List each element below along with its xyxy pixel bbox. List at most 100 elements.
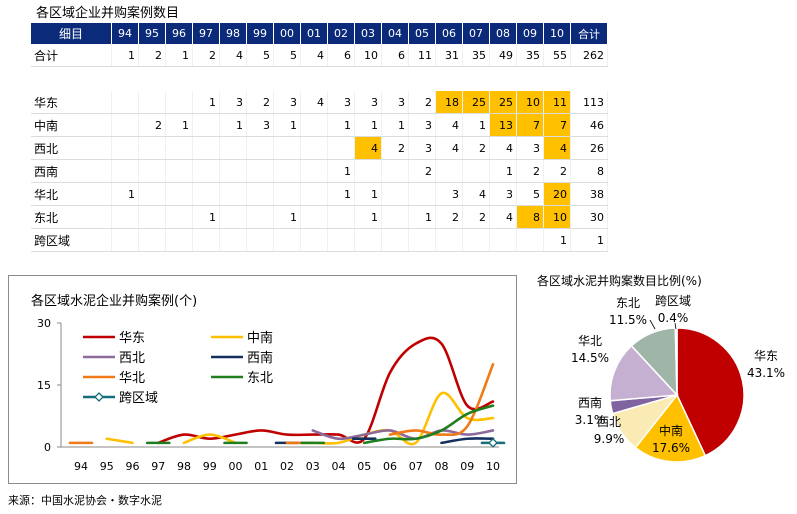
table-spacer <box>31 67 608 92</box>
table-cell <box>192 113 220 137</box>
table-cell <box>246 228 274 252</box>
table-cell: 3 <box>273 91 301 114</box>
table-cell <box>327 136 355 160</box>
row-label: 西南 <box>31 159 112 183</box>
slice-percent-label: 0.4% <box>658 311 689 325</box>
slice-name-label: 跨区域 <box>655 294 691 308</box>
table-cell <box>462 159 490 183</box>
table-cell <box>273 182 301 206</box>
table-cell <box>111 91 139 114</box>
table-cell <box>111 159 139 183</box>
x-tick-label: 96 <box>126 460 140 473</box>
table-cell: 3 <box>381 91 409 114</box>
slice-name-label: 东北 <box>616 296 640 310</box>
table-cell <box>381 205 409 229</box>
table-cell: 4 <box>219 44 247 67</box>
table-cell <box>354 159 382 183</box>
table-header-year: 09 <box>516 23 544 44</box>
table-cell: 1 <box>354 182 382 206</box>
table-cell <box>111 205 139 229</box>
row-label: 华东 <box>31 91 112 114</box>
slice-percent-label: 9.9% <box>594 432 625 446</box>
legend-label: 华东 <box>119 331 145 346</box>
pie-slice-华东 <box>676 327 745 457</box>
legend-marker <box>94 392 104 402</box>
pie-chart: 华东 43.1% 中南 17.6% 西北 9.9% 西南 3.1% 华北 14.5% 东北 11.5%… <box>571 294 785 463</box>
table-cell <box>192 136 220 160</box>
table-cell <box>165 159 193 183</box>
table-cell: 4 <box>489 205 517 229</box>
table-header-year: 04 <box>381 23 409 44</box>
table-cell: 3 <box>435 182 463 206</box>
table-cell: 1 <box>111 182 139 206</box>
table-cell <box>138 159 166 183</box>
table-cell: 3 <box>408 113 436 137</box>
table-header-year: 05 <box>408 23 436 44</box>
x-tick-label: 94 <box>74 460 88 473</box>
table-cell <box>219 228 247 252</box>
table-cell: 6 <box>381 44 409 67</box>
series-line <box>156 336 495 445</box>
table-cell <box>192 228 220 252</box>
table-cell: 10 <box>543 205 571 229</box>
slice-percent-label: 14.5% <box>571 351 609 365</box>
table-cell: 13 <box>489 113 517 137</box>
row-total: 46 <box>570 113 608 137</box>
table-cell: 1 <box>489 159 517 183</box>
table-cell: 1 <box>381 113 409 137</box>
table-cell: 11 <box>408 44 436 67</box>
table-cell <box>300 159 328 183</box>
table-cell <box>219 182 247 206</box>
row-total: 1 <box>570 228 608 252</box>
table-cell <box>165 205 193 229</box>
table-cell <box>435 228 463 252</box>
legend-label: 中南 <box>247 330 273 346</box>
table-cell: 1 <box>273 205 301 229</box>
table-cell <box>273 228 301 252</box>
table-cell <box>111 113 139 137</box>
y-tick-label: 15 <box>37 379 51 392</box>
table-cell <box>300 228 328 252</box>
table-cell: 18 <box>435 91 463 114</box>
table-cell: 1 <box>354 205 382 229</box>
table-cell: 4 <box>462 182 490 206</box>
table-cell: 35 <box>516 44 544 67</box>
table-cell: 1 <box>327 182 355 206</box>
x-tick-label: 08 <box>435 460 449 473</box>
table-cell: 2 <box>435 205 463 229</box>
table-cell: 3 <box>408 136 436 160</box>
table-row: 西北 4 2 3 4 2 4 3 4 26 <box>31 136 608 160</box>
table-cell <box>165 91 193 114</box>
table-cell: 4 <box>300 44 328 67</box>
table-cell: 1 <box>354 113 382 137</box>
row-label: 东北 <box>31 205 112 229</box>
series-line <box>285 391 495 446</box>
row-label: 西北 <box>31 136 112 160</box>
table-row: 华东 1 3 2 3 4 3 3 3 2 18 25 25 10 11 113 <box>31 91 608 114</box>
table-cell <box>381 228 409 252</box>
row-total: 38 <box>570 182 608 206</box>
table-cell <box>165 136 193 160</box>
pie-chart-title: 各区域水泥并购案数目比例(%) <box>537 274 702 288</box>
slice-name-label: 华北 <box>578 334 602 348</box>
table-cell: 1 <box>192 205 220 229</box>
legend-label: 西北 <box>119 351 145 366</box>
legend-item: 华东 <box>83 331 145 346</box>
y-tick-label: 0 <box>44 441 51 454</box>
x-tick-label: 00 <box>229 460 243 473</box>
row-label: 合计 <box>31 44 112 67</box>
table-cell: 3 <box>219 91 247 114</box>
table-row: 西南 1 2 1 2 2 8 <box>31 159 608 183</box>
line-chart-panel: 各区域水泥企业并购案例(个) 0 15 30 94 95 96 97 98 99 00 01 02 03… <box>8 275 517 484</box>
x-tick-label: 99 <box>203 460 217 473</box>
table-cell: 49 <box>489 44 517 67</box>
table-cell <box>111 136 139 160</box>
table-cell <box>327 228 355 252</box>
series-line <box>440 437 495 445</box>
x-tick-label: 98 <box>177 460 191 473</box>
table-cell: 2 <box>462 205 490 229</box>
table-cell: 4 <box>354 136 382 160</box>
legend-item: 西北 <box>83 351 145 366</box>
x-tick-label: 03 <box>306 460 320 473</box>
line-chart: 0 15 30 94 95 96 97 98 99 00 01 02 03 04 05 06 07 08 09 10 华… <box>37 317 506 473</box>
